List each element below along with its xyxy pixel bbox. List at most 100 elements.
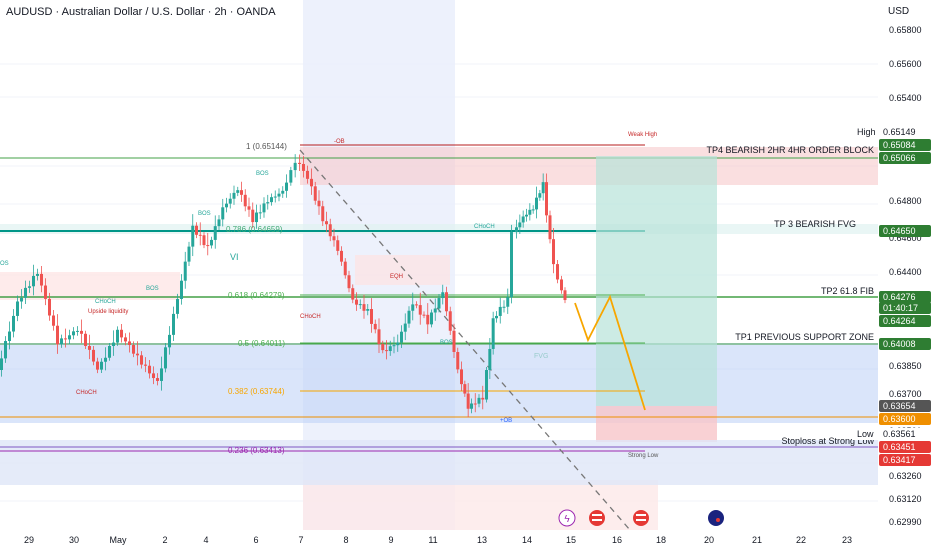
price-tag-bg <box>879 400 931 412</box>
time-label: 18 <box>656 535 666 545</box>
currency-label[interactable]: USD <box>888 6 910 17</box>
time-label: 4 <box>203 535 208 545</box>
candle-body <box>191 225 195 247</box>
tp4-label: TP4 BEARISH 2HR 4HR ORDER BLOCK <box>706 145 874 155</box>
time-axis[interactable] <box>0 530 932 550</box>
time-label: 20 <box>704 535 714 545</box>
time-label: 16 <box>612 535 622 545</box>
candle-body <box>104 357 107 362</box>
candle-body <box>32 275 35 287</box>
candle-body <box>340 250 343 262</box>
fib-05-label: 0.5 (0.64011) <box>238 339 285 348</box>
candle-body <box>144 364 147 366</box>
au-flag-event-icon[interactable] <box>708 510 724 526</box>
weak-high-label: Weak High <box>628 132 657 138</box>
candle-body <box>12 315 15 332</box>
symbol-title[interactable]: AUDUSD · Australian Dollar / U.S. Dollar… <box>6 6 276 18</box>
time-label: 9 <box>388 535 393 545</box>
candle-body <box>506 297 510 307</box>
candle-body <box>277 193 281 197</box>
candle-body <box>140 355 143 365</box>
upside-liquidity-label: Upside liquidity <box>88 309 128 315</box>
tp1-label: TP1 PREVIOUS SUPPORT ZONE <box>735 332 874 342</box>
candle-body <box>373 323 377 330</box>
us-flag-event-icon-1[interactable] <box>589 510 605 526</box>
price-tag-label-bg <box>852 126 878 138</box>
candle-body <box>156 378 159 381</box>
take-profit-box <box>596 156 717 406</box>
candle-body <box>213 226 217 240</box>
candle-body <box>403 323 407 332</box>
price-tag-bg <box>879 338 931 350</box>
us-flag-event-icon-2[interactable] <box>633 510 649 526</box>
candle-body <box>72 331 75 336</box>
price-tag-label: Low <box>857 429 874 439</box>
price-tag-value: 0.63654 <box>883 401 916 411</box>
price-tick: 0.64400 <box>889 267 922 277</box>
candle-body <box>80 330 83 334</box>
price-tag-bg <box>879 139 931 151</box>
flag-stripe <box>636 519 646 521</box>
candle-body <box>310 178 313 187</box>
candle-body <box>176 298 179 314</box>
candle-body <box>556 264 559 280</box>
candle-body <box>240 190 243 195</box>
candle-body <box>44 285 47 299</box>
price-tag-label-bg <box>852 428 878 440</box>
candle-body <box>552 239 555 265</box>
candle-body <box>202 235 206 246</box>
bos-label-3: BOS <box>146 286 159 292</box>
candle-body <box>437 298 441 309</box>
candle-body <box>132 345 135 354</box>
candle-body <box>306 170 309 179</box>
event-icons[interactable]: ϟ <box>558 509 724 527</box>
candle-body <box>448 311 452 331</box>
price-tick: 0.65800 <box>889 25 922 35</box>
price-axis-ticks: 0.65800 0.65600 0.65400 0.64800 0.64600 0.644… <box>889 25 922 527</box>
price-tick: 0.62990 <box>889 517 922 527</box>
candle-body <box>8 331 11 342</box>
candle-body <box>24 287 27 298</box>
candle-body <box>225 203 228 208</box>
fvg-zone-mid <box>355 255 450 285</box>
vi-label: VI <box>230 252 239 262</box>
flag-stripe <box>592 519 602 521</box>
stop-loss-box <box>596 406 717 442</box>
candle-body <box>477 397 481 404</box>
ob-negative-label: -OB <box>334 139 345 145</box>
candle-body <box>88 345 91 350</box>
candle-body <box>332 236 336 241</box>
candle-body <box>262 203 266 213</box>
choch-label-2: CHoCH <box>300 314 321 320</box>
candle-body <box>388 346 392 352</box>
lightning-event-icon[interactable] <box>558 509 576 527</box>
candle-body <box>470 403 473 409</box>
candle-body <box>298 162 301 164</box>
tp4-order-block-zone <box>300 147 878 185</box>
bos-label-2: BOS <box>198 211 211 217</box>
fvg-zone-left <box>0 272 180 300</box>
price-tag-bg <box>879 315 931 327</box>
price-tick: 0.63850 <box>889 361 922 371</box>
candle-body <box>381 343 385 351</box>
tp1-support-zone <box>0 343 878 423</box>
candle-body <box>510 232 513 298</box>
candle-body <box>112 342 115 347</box>
price-tick: 0.64600 <box>889 233 922 243</box>
candle-body <box>20 297 23 302</box>
candle-body <box>313 186 317 201</box>
time-label: 30 <box>69 535 79 545</box>
candle-body <box>168 334 171 348</box>
candle-body <box>445 292 448 312</box>
candle-body <box>538 193 542 198</box>
candle-body <box>441 292 445 299</box>
stoploss-label: Stoploss at Strong Low <box>781 436 874 446</box>
price-tag-value: 0.65066 <box>883 153 916 163</box>
candle-body <box>56 325 59 345</box>
price-tag-bg <box>879 225 931 237</box>
candle-body <box>452 330 456 352</box>
candle-body <box>430 312 433 325</box>
bos-label-4: BOS <box>440 340 453 346</box>
price-tick: 0.65400 <box>889 93 922 103</box>
